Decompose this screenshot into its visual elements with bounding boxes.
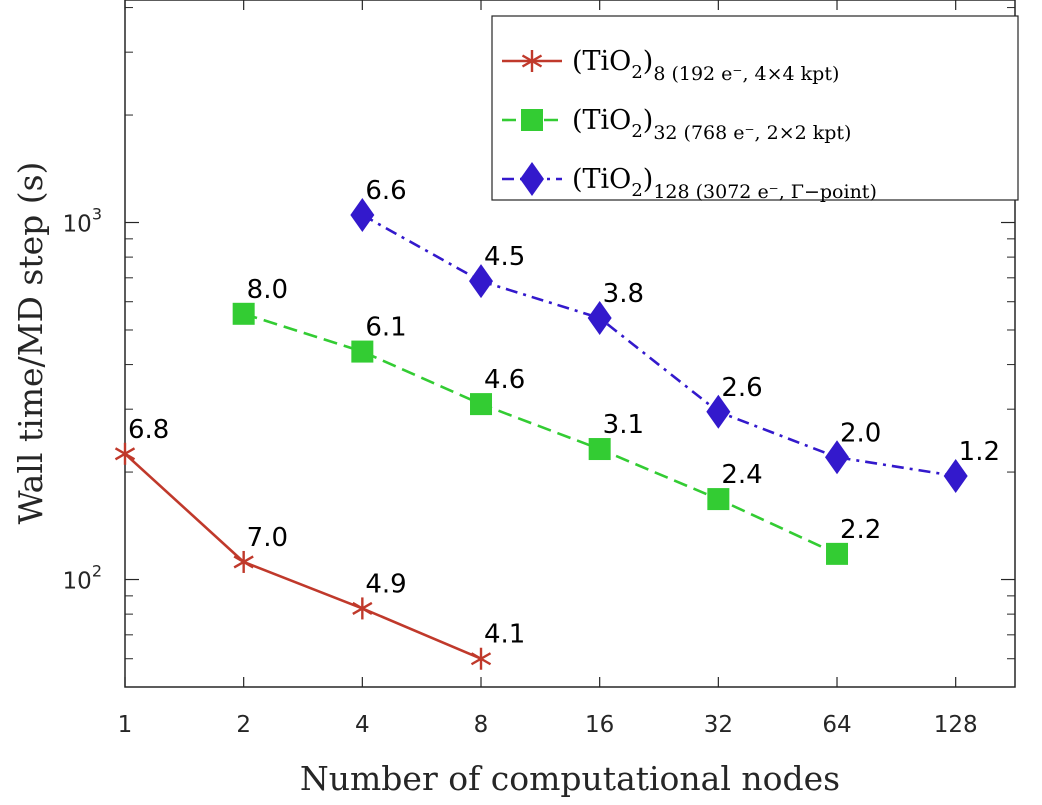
series-line: [243, 312, 838, 556]
data-point: [943, 458, 968, 493]
y-axis-title: Wall time/MD step (s): [11, 162, 50, 525]
data-label: 2.0: [840, 418, 881, 448]
data-label: 2.6: [721, 373, 762, 403]
data-label: 4.5: [484, 242, 525, 272]
x-tick-label: 64: [822, 712, 851, 738]
data-label: 3.1: [603, 410, 644, 440]
series-2: 6.6 4.5 3.8 2.6 2.0 1.2: [350, 176, 1000, 493]
data-label: 4.9: [365, 569, 406, 599]
legend-marker: [521, 50, 543, 72]
data-point: [706, 394, 731, 429]
legend-label: (TiO2)32 (768 e⁻, 2×2 kpt): [572, 105, 851, 144]
legend-marker: [520, 162, 544, 196]
x-tick-label: 4: [355, 712, 370, 738]
data-point: [470, 647, 492, 670]
x-tick-label: 32: [704, 712, 733, 738]
data-point: [351, 340, 374, 363]
data-label: 3.8: [603, 279, 644, 309]
data-label: 4.1: [484, 620, 525, 650]
data-label: 6.6: [365, 176, 406, 206]
data-label: 6.8: [128, 415, 169, 445]
legend-item-0: (TiO2)8 (192 e⁻, 4×4 kpt): [502, 46, 839, 85]
x-tick-label: 128: [934, 712, 978, 738]
data-point: [352, 597, 373, 620]
legend-box: [491, 15, 1019, 201]
x-tick-label: 8: [474, 712, 489, 738]
data-point: [469, 264, 494, 299]
x-axis-title: Number of computational nodes: [300, 759, 840, 798]
data-label: 8.0: [247, 275, 288, 305]
data-label: 1.2: [959, 437, 1000, 467]
data-point: [707, 488, 730, 511]
data-point: [350, 197, 375, 232]
legend-marker: [521, 109, 543, 131]
axis-ticks: 1 2 4 8 16 32 64 128 102 103: [63, 0, 1015, 738]
series-line: [124, 452, 482, 660]
series-layer: 6.8 7.0 4.9 4.1 8.0 6.1 4.6 3.1 2.4 2.2 6.6 4.5 3.8 2…: [114, 176, 1000, 670]
data-label: 7.0: [247, 523, 288, 553]
data-point: [233, 550, 254, 573]
x-tick-label: 2: [236, 712, 251, 738]
legend-label: (TiO2)8 (192 e⁻, 4×4 kpt): [572, 46, 839, 85]
legend: (TiO2)8 (192 e⁻, 4×4 kpt) (TiO2)32 (768 e…: [491, 15, 1019, 203]
data-point: [232, 302, 255, 325]
data-point: [588, 438, 611, 461]
data-point: [470, 393, 493, 416]
legend-item-1: (TiO2)32 (768 e⁻, 2×2 kpt): [502, 105, 851, 144]
data-label: 6.1: [365, 313, 406, 343]
legend-item-2: (TiO2)128 (3072 e⁻, Γ−point): [502, 162, 877, 203]
y-tick-label: 103: [63, 205, 102, 238]
series-1: 8.0 6.1 4.6 3.1 2.4 2.2: [232, 275, 881, 565]
y-tick-label: 102: [63, 562, 102, 595]
data-point: [826, 542, 849, 565]
data-label: 4.6: [484, 365, 525, 395]
data-label: 2.2: [840, 515, 881, 545]
series-0: 6.8 7.0 4.9 4.1: [114, 415, 525, 670]
x-tick-label: 1: [118, 712, 133, 738]
legend-label: (TiO2)128 (3072 e⁻, Γ−point): [572, 164, 877, 203]
data-point: [587, 301, 612, 336]
data-point: [114, 442, 136, 465]
series-line: [361, 213, 956, 478]
data-label: 2.4: [721, 460, 762, 490]
x-tick-label: 16: [585, 712, 614, 738]
data-point: [825, 440, 850, 475]
